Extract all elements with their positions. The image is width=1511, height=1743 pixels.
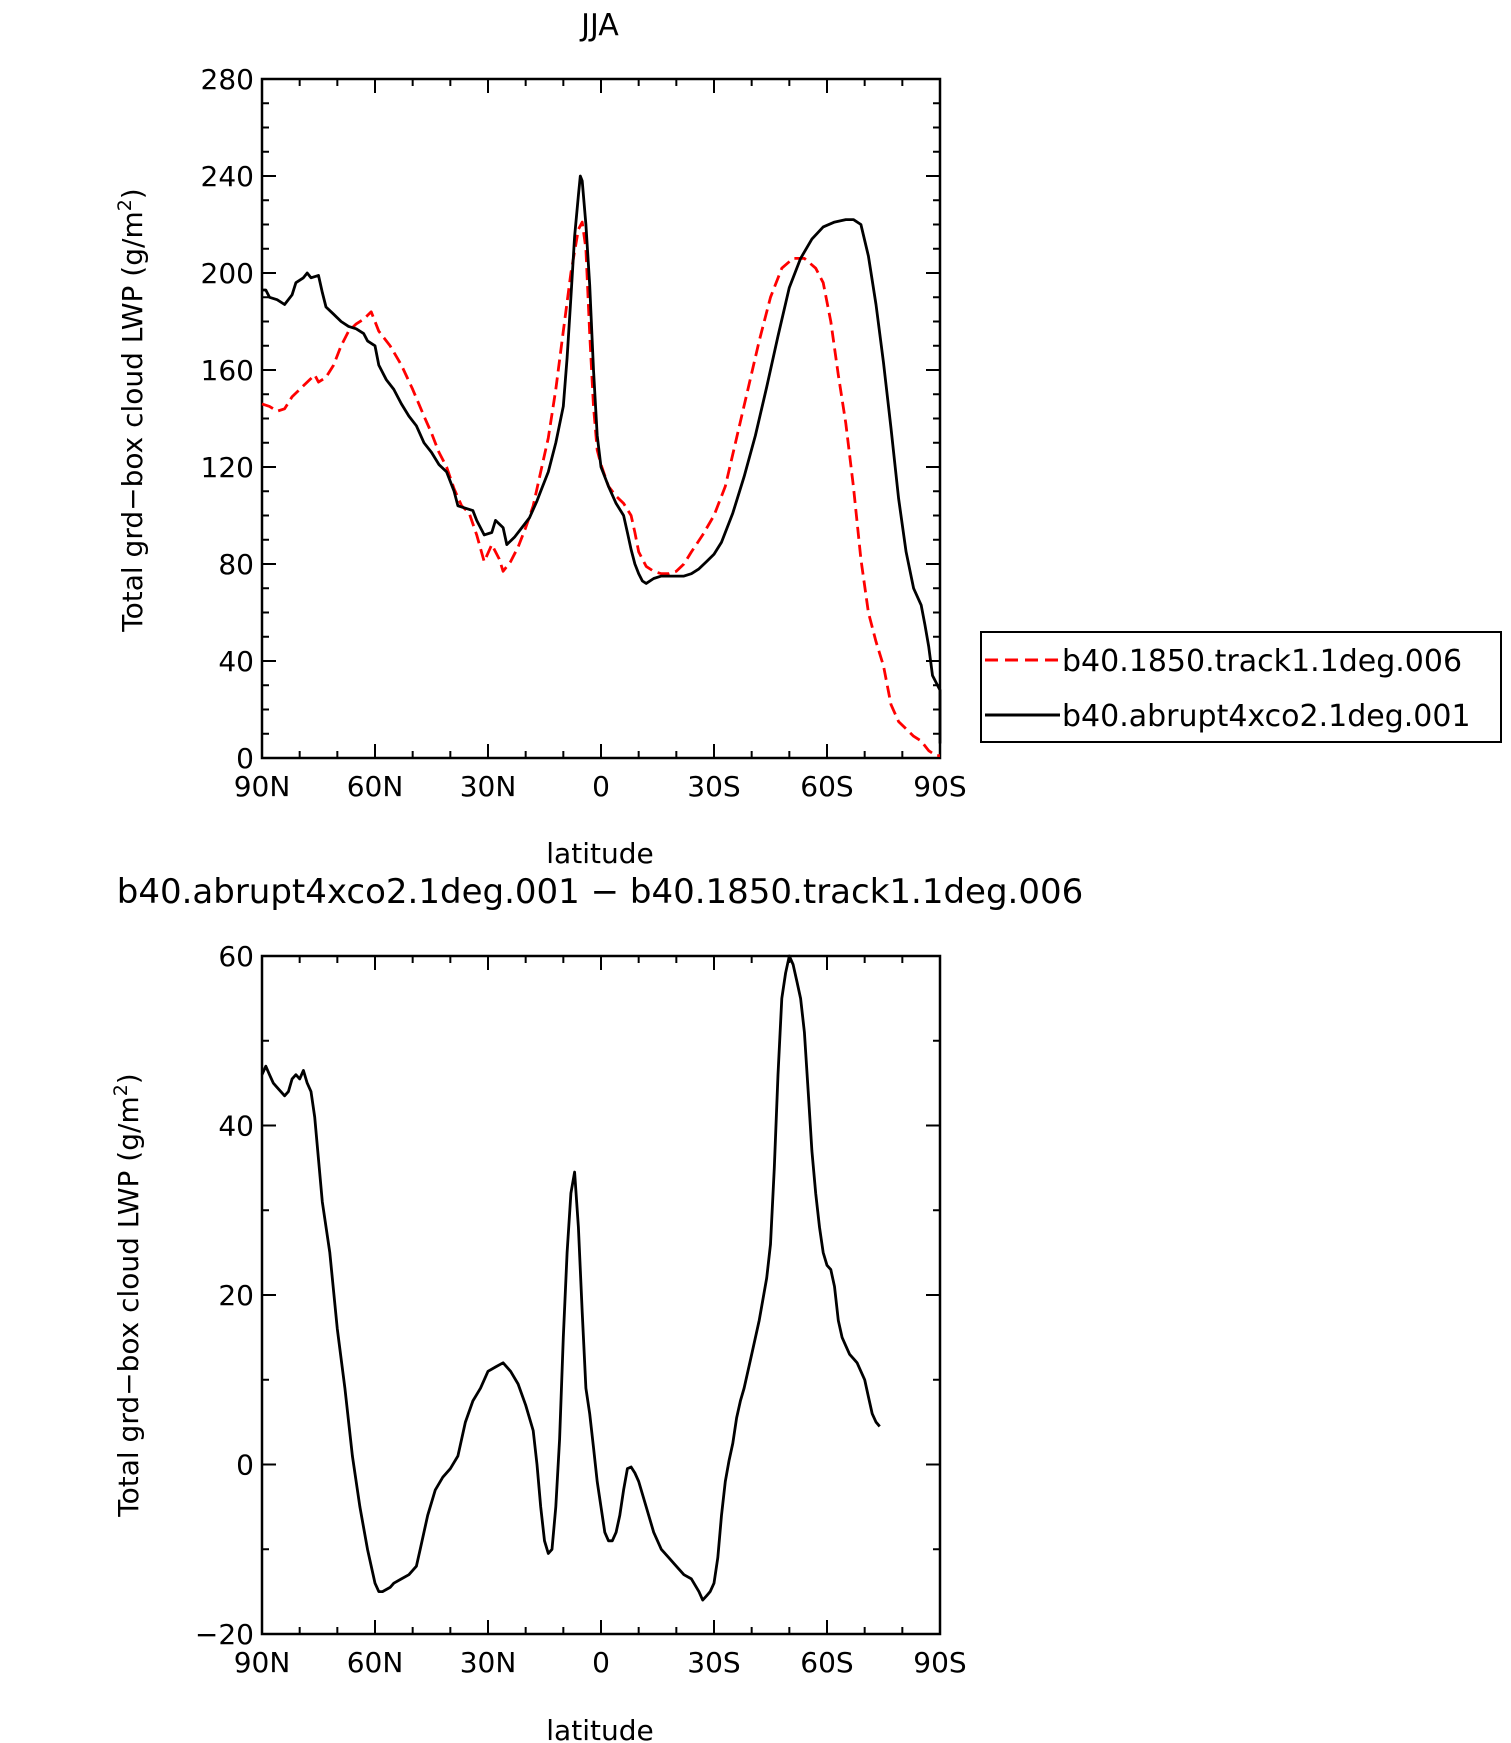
bottom-series-lines [260,954,881,1602]
top-y-tick-label: 40 [218,645,254,678]
top-x-tick-label: 60N [347,770,404,803]
top-y-axis-label: Total grd−box cloud LWP (g/m2) [114,188,149,633]
top-y-tick-label: 80 [218,548,254,581]
top-legend: b40.1850.track1.1deg.006 b40.abrupt4xco2… [980,631,1502,743]
top-y-tick-label: 280 [201,63,254,96]
top-x-tick-label: 60S [800,770,853,803]
top-y-tick-label: 160 [201,354,254,387]
bottom-panel: b40.abrupt4xco2.1deg.001 − b40.1850.trac… [110,872,1083,1743]
top-x-tick-label: 30S [687,770,740,803]
top-x-tick-label: 90S [913,770,966,803]
bottom-x-axis-label: latitude [546,1714,653,1743]
bottom-series-line-1 [260,954,881,1602]
bottom-x-tick-label: 90N [234,1646,291,1679]
top-x-tick-label: 90N [234,770,291,803]
bottom-x-tick-label: 0 [592,1646,610,1679]
top-x-tick-label: 30N [460,770,517,803]
bottom-y-tick-label: 20 [218,1279,254,1312]
top-panel: JJA Total grd−box cloud LWP (g/m2) latit… [114,8,1502,870]
bottom-x-tick-label: 30N [460,1646,517,1679]
top-y-tick-label: 120 [201,451,254,484]
top-x-tick-label: 0 [592,770,610,803]
bottom-axes: −20 0 20 40 60 90N 60N 30N 0 30S 60S 90S [195,940,967,1679]
bottom-y-tick-label: −20 [195,1618,254,1651]
bottom-x-tick-label: 60N [347,1646,404,1679]
legend-label-series-2: b40.abrupt4xco2.1deg.001 [1062,699,1471,734]
top-chart-title: JJA [579,8,619,43]
top-series-lines [261,174,942,757]
bottom-y-tick-label: 40 [218,1110,254,1143]
bottom-y-tick-label: 60 [218,940,254,973]
top-y-tick-label: 0 [236,742,254,775]
bottom-x-tick-label: 90S [913,1646,966,1679]
bottom-y-tick-label: 0 [236,1449,254,1482]
top-series-line-1 [261,220,940,757]
bottom-chart-title: b40.abrupt4xco2.1deg.001 − b40.1850.trac… [117,872,1084,912]
top-series-line-2 [262,174,942,744]
top-y-tick-label: 200 [201,257,254,290]
top-x-axis-label: latitude [546,837,653,870]
legend-frame [980,631,1502,743]
bottom-x-tick-label: 30S [687,1646,740,1679]
bottom-x-tick-label: 60S [800,1646,853,1679]
top-y-tick-label: 240 [201,160,254,193]
bottom-y-axis-label: Total grd−box cloud LWP (g/m2) [110,1073,145,1518]
legend-label-series-1: b40.1850.track1.1deg.006 [1062,644,1462,679]
top-axes: 0 40 80 120 160 200 240 280 90N 60N 30N 0 30S 60S 90S [201,63,967,803]
top-plot-frame [260,77,942,760]
